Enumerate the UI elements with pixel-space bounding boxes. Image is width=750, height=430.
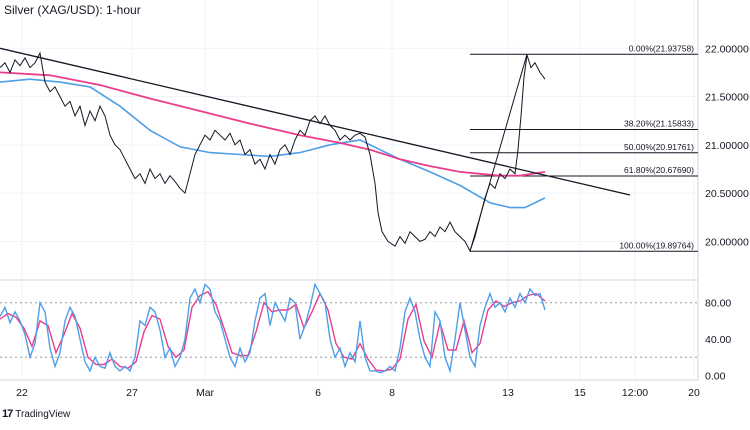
descending-trendline (0, 47, 631, 196)
price-tick-label: 21.50000 (705, 92, 749, 104)
stochastic-k-line (0, 282, 546, 374)
fib-level-label: 38.20%(21.15833) (624, 119, 694, 129)
fib-level-label: 50.00%(20.91761) (624, 142, 694, 152)
chart-title: Silver (XAG/USD): 1-hour (4, 3, 141, 17)
stochastic-d-line (0, 290, 546, 372)
time-tick-label: 6 (315, 387, 321, 399)
oscillator-axis-ticks: 80.00 40.00 0.00 (705, 298, 731, 383)
price-axis-ticks: 22.00000 21.50000 21.00000 20.50000 20.00000 (705, 43, 749, 248)
fib-level-label: 100.00%(19.89764) (619, 240, 694, 250)
tradingview-name: TradingView (15, 408, 71, 420)
price-line (0, 51, 546, 253)
time-tick-label: Mar (196, 387, 215, 399)
time-tick-label: 8 (389, 387, 395, 399)
time-tick-label: 12:00 (622, 387, 648, 399)
price-grid (0, 0, 698, 380)
moving-average-pink (0, 71, 546, 177)
time-tick-label: 20 (688, 387, 700, 399)
fibonacci-trend-diagonal (469, 54, 528, 252)
time-tick-label: 13 (502, 387, 514, 399)
oscillator-tick-label: 40.00 (705, 334, 731, 346)
time-axis-ticks: 22 27 Mar 6 8 13 15 12:00 20 (16, 387, 700, 399)
time-tick-label: 22 (16, 387, 28, 399)
price-tick-label: 21.00000 (705, 140, 749, 152)
oscillator-levels (0, 302, 698, 358)
time-tick-label: 27 (126, 387, 138, 399)
price-tick-label: 20.50000 (705, 188, 749, 200)
oscillator-tick-label: 0.00 (705, 370, 726, 382)
fib-level-label: 0.00%(21.93758) (629, 43, 694, 53)
moving-average-blue (0, 78, 546, 209)
price-tick-label: 20.00000 (705, 236, 749, 248)
price-tick-label: 22.00000 (705, 43, 749, 55)
fibonacci-retracement: 0.00%(21.93758) 38.20%(21.15833) 50.00%(20… (470, 43, 698, 252)
fib-level-label: 61.80%(20.67690) (624, 165, 694, 175)
time-tick-label: 15 (574, 387, 586, 399)
tradingview-brand: 17 TradingView (2, 408, 70, 420)
oscillator-tick-label: 80.00 (705, 298, 731, 310)
tradingview-logo-icon: 17 (2, 408, 13, 420)
